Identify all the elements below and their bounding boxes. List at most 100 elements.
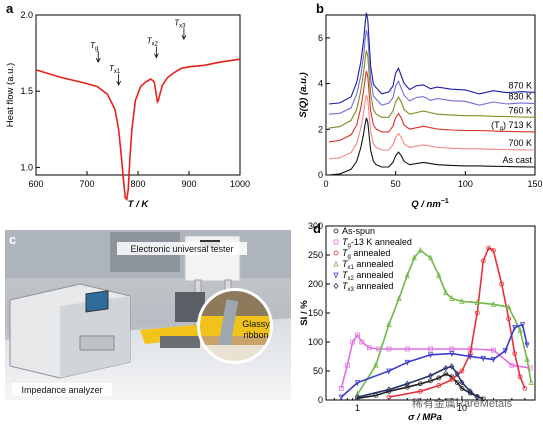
data-point: [428, 346, 433, 352]
legend-entry-main: T: [342, 270, 349, 280]
data-point: [490, 357, 497, 363]
data-point: [467, 388, 473, 395]
data-point: [449, 363, 455, 370]
x-tick-label: 600: [28, 179, 43, 189]
series-tx1-annealed: [354, 246, 534, 397]
y-tick-label: 100: [308, 337, 323, 347]
y-tick-label: 0: [318, 170, 323, 180]
data-point: [354, 390, 361, 397]
data-point: [333, 272, 339, 279]
data-point: [404, 271, 410, 278]
tester-label: Electronic universal tester: [130, 244, 233, 254]
legend-label: As cast: [502, 155, 532, 165]
annotation-Tx2-main: T: [147, 37, 153, 46]
data-point: [474, 310, 480, 316]
legend-entry-main: T: [342, 237, 349, 247]
data-point: [524, 342, 530, 349]
data-point: [459, 368, 465, 374]
legend-label-suffix: ) 713 K: [503, 120, 532, 130]
data-point: [404, 380, 410, 387]
data-point: [522, 385, 528, 391]
tester-label-bg: [117, 242, 247, 255]
data-point: [512, 351, 518, 357]
data-point: [344, 362, 350, 368]
fit-line: [340, 323, 528, 398]
data-point: [524, 355, 530, 362]
panel-b-xlabel-text: Q / nm: [411, 199, 441, 210]
x-tick-label: 800: [130, 179, 145, 189]
data-point: [411, 254, 417, 261]
legend-entry: As-spun: [342, 226, 375, 236]
x-tick-label: 1: [355, 403, 360, 413]
annotation-Tg: Tg: [90, 41, 98, 52]
analyzer-adapter: [79, 335, 115, 351]
data-point: [338, 394, 344, 401]
y-tick-label: 1.5: [20, 86, 33, 96]
data-point: [333, 239, 339, 245]
panel-b-plot-area: [325, 14, 536, 176]
data-point: [417, 388, 423, 394]
fit-line: [340, 334, 531, 389]
y-tick-label: 50: [313, 366, 323, 376]
annotation-Tg-sub: g: [95, 46, 98, 52]
data-point: [512, 325, 518, 331]
y-tick-label: 250: [308, 250, 323, 260]
annotation-Tx3: Tx3: [174, 18, 186, 29]
magnifier-clamp: [200, 316, 270, 336]
legend-entry: Tx2 annealed: [342, 270, 393, 282]
fit-line: [357, 365, 478, 398]
data-point: [480, 258, 486, 264]
data-point: [428, 378, 433, 384]
x-tick-label: 150: [527, 179, 542, 189]
data-point: [491, 347, 496, 353]
y-tick-label: 6: [318, 33, 323, 43]
data-point: [509, 362, 515, 368]
annotation-arrowhead: [95, 57, 101, 64]
annotation-Tx2: Tx2: [147, 37, 159, 48]
panel-b-curves: [328, 12, 536, 176]
magnifier-border: [198, 289, 272, 363]
y-tick-label: 0: [318, 395, 323, 405]
panel-d-xlabel: σ / MPa: [408, 412, 442, 423]
data-point: [386, 386, 392, 393]
data-point: [480, 355, 486, 362]
data-point: [338, 385, 344, 391]
x-tick-label: 1000: [230, 179, 250, 189]
legend-entry-suffix: -13 K annealed: [351, 237, 412, 247]
analyzer-label-bg: [12, 383, 112, 396]
annotation-arrowhead: [154, 53, 159, 59]
data-point: [517, 374, 523, 380]
analyzer-screen: [85, 290, 109, 313]
panel-a-label: a: [6, 1, 14, 16]
data-point: [467, 354, 473, 360]
y-tick-label: 2.0: [20, 10, 33, 20]
annotation-Tg-main: T: [90, 41, 96, 50]
panel-d-label: d: [313, 221, 321, 236]
legend-entry: Tg annealed: [342, 248, 390, 260]
x-tick-label: 10: [457, 403, 467, 413]
data-point: [386, 321, 392, 327]
data-point: [427, 372, 434, 379]
x-tick-label: 50: [391, 179, 401, 189]
fit-line: [357, 373, 484, 400]
legend-entry-sub: g: [348, 243, 351, 249]
data-point: [386, 394, 392, 400]
panel-d-ylabel: SI / %: [299, 300, 310, 326]
data-point: [474, 393, 480, 401]
data-point: [436, 271, 442, 278]
data-point: [459, 297, 465, 304]
panel-b: b 0 50 100 150 0 2 4 6 870 K 830 K 760 K (Tg) 713 …: [298, 1, 543, 210]
annotation-Tx2-sub: x2: [152, 42, 159, 48]
data-point: [499, 281, 505, 287]
data-point: [467, 351, 473, 357]
data-point: [333, 250, 339, 256]
fit-line: [356, 249, 532, 395]
y-tick-label: 150: [308, 308, 323, 318]
y-tick-label: 300: [308, 221, 323, 231]
legend-entry-suffix: annealed: [354, 281, 394, 291]
data-point: [449, 346, 455, 352]
